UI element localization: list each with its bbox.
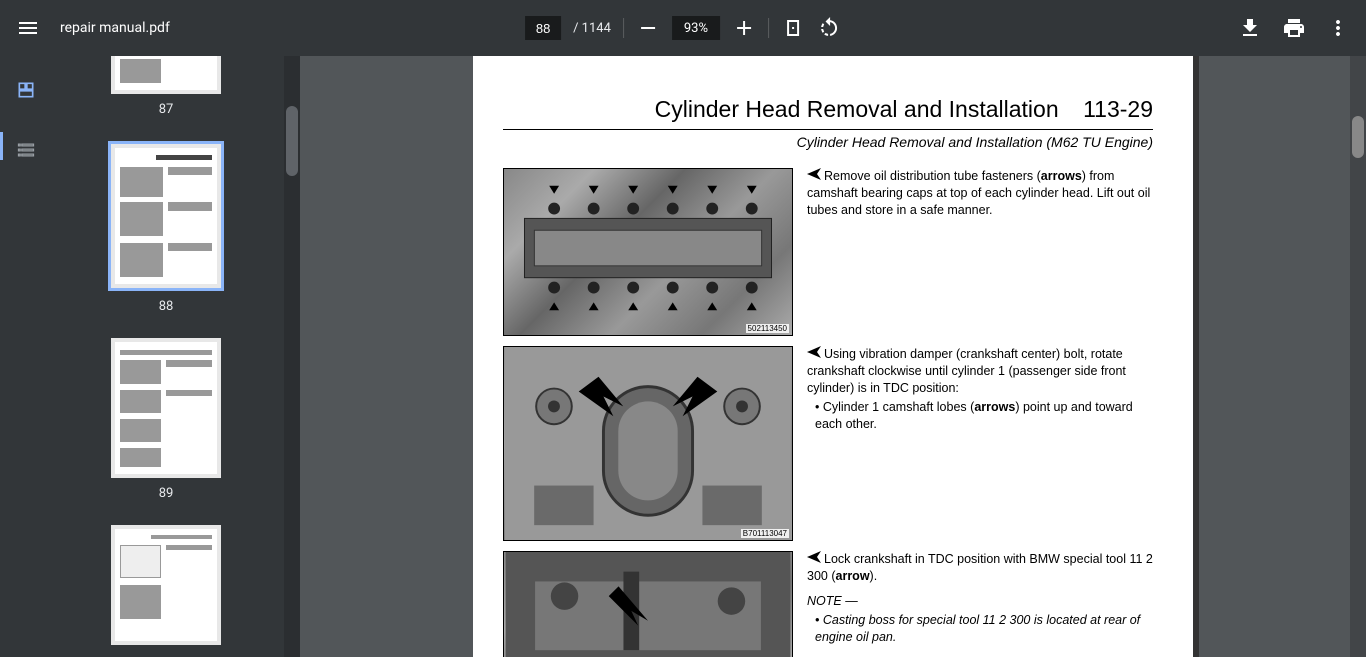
step-text: Using vibration damper (crankshaft cente… (807, 346, 1153, 432)
rotate-icon (817, 16, 841, 40)
step-image (503, 551, 793, 657)
pointer-icon (807, 346, 821, 363)
doc-scrollbar-track[interactable] (1350, 56, 1366, 657)
step-3: Lock crankshaft in TDC position with BMW… (503, 551, 1153, 657)
thumbnail-panel[interactable]: 87 88 89 (52, 56, 300, 657)
page-header: Cylinder Head Removal and Installation 1… (503, 96, 1153, 123)
menu-button[interactable] (16, 16, 40, 40)
doc-scrollbar-handle[interactable] (1352, 116, 1364, 158)
document-area[interactable]: Cylinder Head Removal and Installation 1… (300, 56, 1366, 657)
thumb-label: 87 (159, 102, 174, 117)
print-icon (1282, 16, 1306, 40)
download-button[interactable] (1238, 16, 1262, 40)
filename: repair manual.pdf (60, 20, 170, 36)
thumbnail-89[interactable]: 89 (52, 338, 280, 501)
minus-icon (636, 16, 660, 40)
pdf-page: Cylinder Head Removal and Installation 1… (473, 56, 1193, 657)
plus-icon (732, 16, 756, 40)
thumbnail-icon (16, 80, 36, 100)
step-image: B701113047 (503, 346, 793, 541)
step-text: Remove oil distribution tube fasteners (… (807, 168, 1153, 219)
thumbnail-87[interactable]: 87 (52, 56, 280, 117)
thumb-scrollbar-track[interactable] (284, 56, 300, 657)
divider (623, 18, 624, 38)
thumbnails-tab[interactable] (12, 76, 40, 104)
page-number: 113-29 (1083, 96, 1153, 122)
rotate-button[interactable] (817, 16, 841, 40)
hamburger-icon (16, 16, 40, 40)
pointer-icon (807, 551, 821, 568)
page-input[interactable] (525, 16, 561, 40)
step-2: B701113047 Using vibration damper (crank… (503, 346, 1153, 541)
pointer-icon (807, 168, 821, 185)
toolbar: repair manual.pdf / 1144 93% (0, 0, 1366, 56)
page-subtitle: Cylinder Head Removal and Installation (… (503, 134, 1153, 150)
thumb-scrollbar-handle[interactable] (286, 106, 298, 176)
page-total: / 1144 (573, 21, 611, 36)
fit-icon (781, 16, 805, 40)
step-text: Lock crankshaft in TDC position with BMW… (807, 551, 1153, 645)
thumb-label: 88 (159, 299, 174, 314)
note-label: NOTE — (807, 593, 1153, 610)
sidebar-icons (0, 56, 52, 657)
sidebar-indicator (0, 132, 3, 160)
page-title: Cylinder Head Removal and Installation (655, 96, 1059, 122)
fit-page-button[interactable] (781, 16, 805, 40)
zoom-out-button[interactable] (636, 16, 660, 40)
more-vert-icon (1326, 16, 1350, 40)
thumbnail-90[interactable] (52, 525, 280, 645)
thumb-label: 89 (159, 486, 174, 501)
outline-icon (16, 140, 36, 160)
more-button[interactable] (1326, 16, 1350, 40)
download-icon (1238, 16, 1262, 40)
divider (768, 18, 769, 38)
print-button[interactable] (1282, 16, 1306, 40)
image-id: B701113047 (741, 529, 789, 538)
outline-tab[interactable] (12, 136, 40, 164)
thumbnail-88[interactable]: 88 (52, 141, 280, 314)
image-id: 502113450 (746, 324, 789, 333)
step-1: 502113450 Remove oil distribution tube f… (503, 168, 1153, 336)
zoom-in-button[interactable] (732, 16, 756, 40)
step-image: 502113450 (503, 168, 793, 336)
zoom-display: 93% (672, 16, 720, 40)
